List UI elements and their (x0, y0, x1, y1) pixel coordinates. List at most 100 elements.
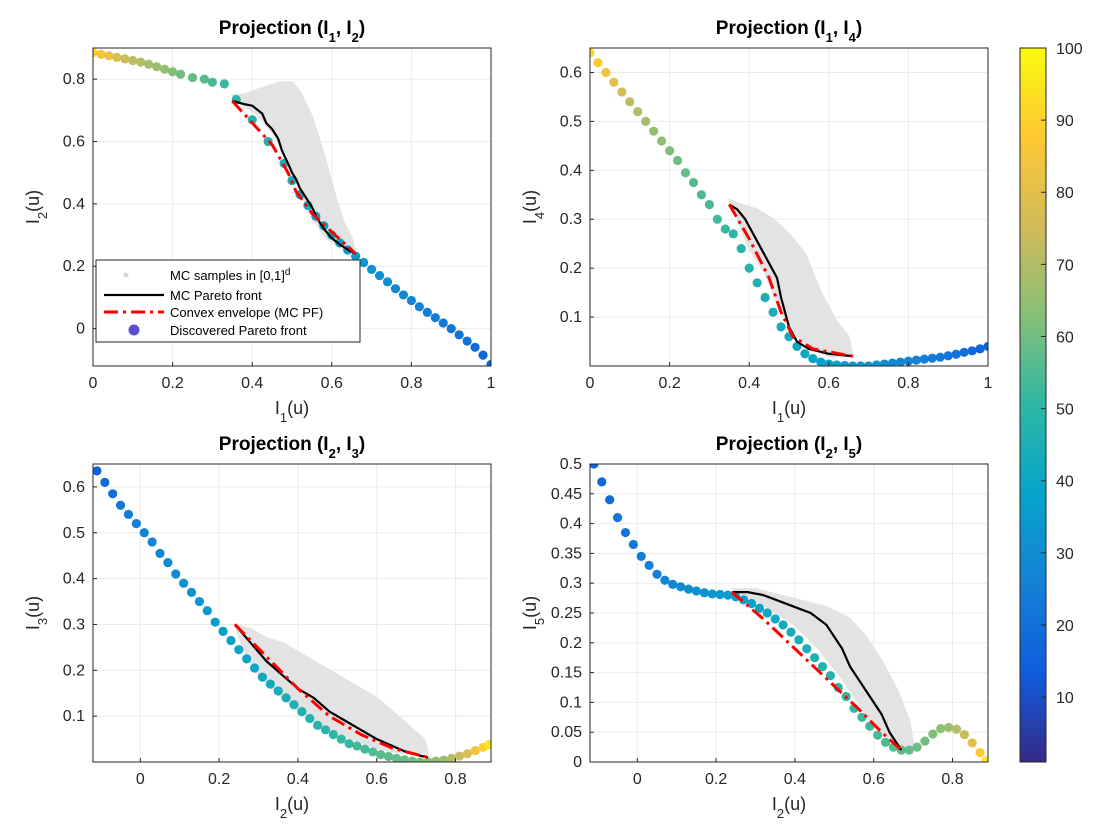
x-tick-label: 0 (136, 771, 145, 788)
discovered-point (864, 361, 874, 366)
x-tick-label: 0.4 (738, 375, 760, 392)
colorbar-tick-label: 70 (1056, 257, 1074, 274)
discovered-point (641, 116, 651, 126)
discovered-point (398, 290, 409, 300)
discovered-point (879, 359, 890, 366)
discovered-point (478, 350, 488, 360)
discovered-point (712, 214, 722, 224)
discovered-point (609, 77, 619, 87)
discovered-point (374, 270, 385, 281)
discovered-point (816, 357, 826, 366)
chart-title: Projection (I2, I3) (219, 434, 365, 461)
discovered-point (359, 257, 369, 268)
discovered-point (794, 635, 804, 645)
x-tick-label: 0.6 (863, 771, 885, 788)
discovered-point (431, 756, 441, 762)
discovered-point (93, 466, 102, 476)
discovered-point (194, 596, 204, 607)
discovered-point (265, 679, 275, 689)
discovered-point (415, 757, 425, 762)
discovered-point (155, 548, 165, 559)
plot-content (93, 48, 491, 366)
discovered-point (746, 598, 757, 609)
discovered-point (617, 87, 627, 97)
convex-envelope-line (728, 203, 853, 358)
discovered-point (108, 489, 118, 499)
colorbar-tick-label: 100 (1056, 41, 1083, 58)
discovered-point (407, 756, 417, 762)
discovered-point (760, 292, 770, 303)
x-axis-label: I2(u) (275, 794, 309, 821)
colorbar-tick-label: 20 (1056, 618, 1074, 635)
discovered-point (147, 537, 157, 547)
discovered-point (376, 750, 386, 760)
discovered-point (446, 323, 456, 334)
discovered-point (628, 539, 638, 550)
y-tick-label: 0.2 (560, 260, 582, 277)
panel-1: 0 0.2 0.4 0.6 0.8 1 0 0.2 0.4 0.6 0.8 Projection (I… (23, 18, 496, 425)
discovered-point (199, 74, 210, 84)
y-axis-label: I5(u) (520, 596, 547, 630)
y-tick-label: 0.4 (560, 516, 582, 533)
discovered-point (171, 569, 181, 579)
y-tick-label: 0.2 (63, 662, 85, 679)
colorbar-tick-label: 40 (1056, 474, 1074, 491)
discovered-point (903, 356, 914, 366)
discovered-point (920, 736, 930, 746)
y-tick-label: 0.5 (560, 113, 582, 130)
discovered-point (652, 569, 662, 579)
discovered-point (486, 359, 491, 366)
x-tick-label: 0 (89, 375, 98, 392)
x-tick-label: 0.2 (705, 771, 727, 788)
discovered-point (981, 756, 988, 762)
discovered-point (776, 322, 786, 332)
discovered-point (382, 277, 393, 287)
discovered-point (351, 251, 361, 261)
discovered-point (454, 330, 464, 340)
discovered-point (911, 355, 921, 365)
discovered-point (430, 313, 440, 323)
discovered-point (590, 464, 599, 469)
discovered-point (778, 620, 788, 630)
x-tick-label: 0.2 (161, 375, 183, 392)
convex-envelope-line (233, 623, 429, 759)
discovered-point (959, 729, 969, 740)
discovered-point (234, 645, 244, 655)
discovered-point (462, 749, 472, 759)
axes-box (589, 47, 989, 367)
discovered-point (936, 724, 946, 734)
discovered-point (257, 672, 268, 682)
discovered-point (226, 635, 236, 646)
discovered-point (136, 57, 146, 67)
discovered-point (210, 617, 220, 627)
axes-box (92, 47, 492, 367)
discovered-point (912, 742, 922, 752)
discovered-point (967, 346, 977, 356)
discovered-point (163, 557, 173, 568)
discovered-point (597, 477, 607, 487)
discovered-point (470, 342, 480, 352)
discovered-point (832, 360, 842, 366)
discovered-point (880, 737, 891, 747)
discovered-point (625, 97, 635, 107)
discovered-point (152, 62, 162, 72)
panels: 0 0.2 0.4 0.6 0.8 1 0 0.2 0.4 0.6 0.8 Projection (I… (23, 18, 993, 821)
x-tick-label: 0.8 (941, 771, 963, 788)
discovered-pareto-front (590, 48, 988, 366)
discovered-point (399, 755, 409, 762)
legend-box (95, 259, 361, 343)
x-axis-label: I1(u) (275, 398, 309, 425)
discovered-point (601, 67, 611, 78)
discovered-point (975, 344, 985, 354)
discovered-point (800, 349, 810, 359)
discovered-point (754, 603, 765, 613)
y-tick-label: 0.4 (63, 571, 85, 588)
discovered-point (633, 107, 643, 117)
discovered-point (242, 654, 252, 664)
x-tick-label: 1 (984, 375, 993, 392)
discovered-point (120, 54, 130, 64)
discovered-point (723, 590, 733, 600)
legend-discovered-marker (128, 324, 140, 336)
discovered-point (707, 589, 717, 599)
panel-3: 0 0.2 0.4 0.6 0.8 0.1 0.2 0.3 0.4 0.5 0.6 Projectio… (23, 434, 492, 821)
